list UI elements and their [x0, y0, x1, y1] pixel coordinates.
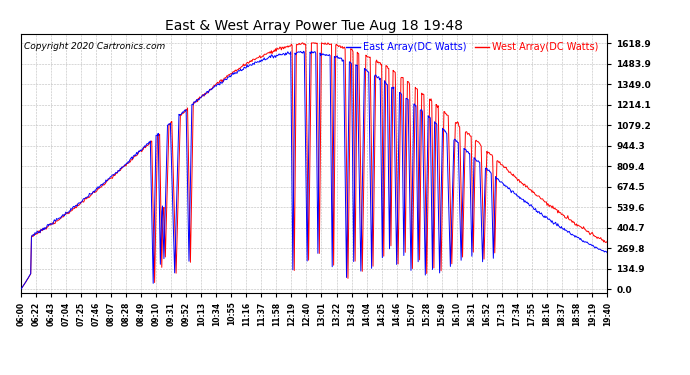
Title: East & West Array Power Tue Aug 18 19:48: East & West Array Power Tue Aug 18 19:48 — [165, 19, 463, 33]
Text: Copyright 2020 Cartronics.com: Copyright 2020 Cartronics.com — [23, 42, 165, 51]
Legend: East Array(DC Watts), West Array(DC Watts): East Array(DC Watts), West Array(DC Watt… — [342, 39, 602, 56]
